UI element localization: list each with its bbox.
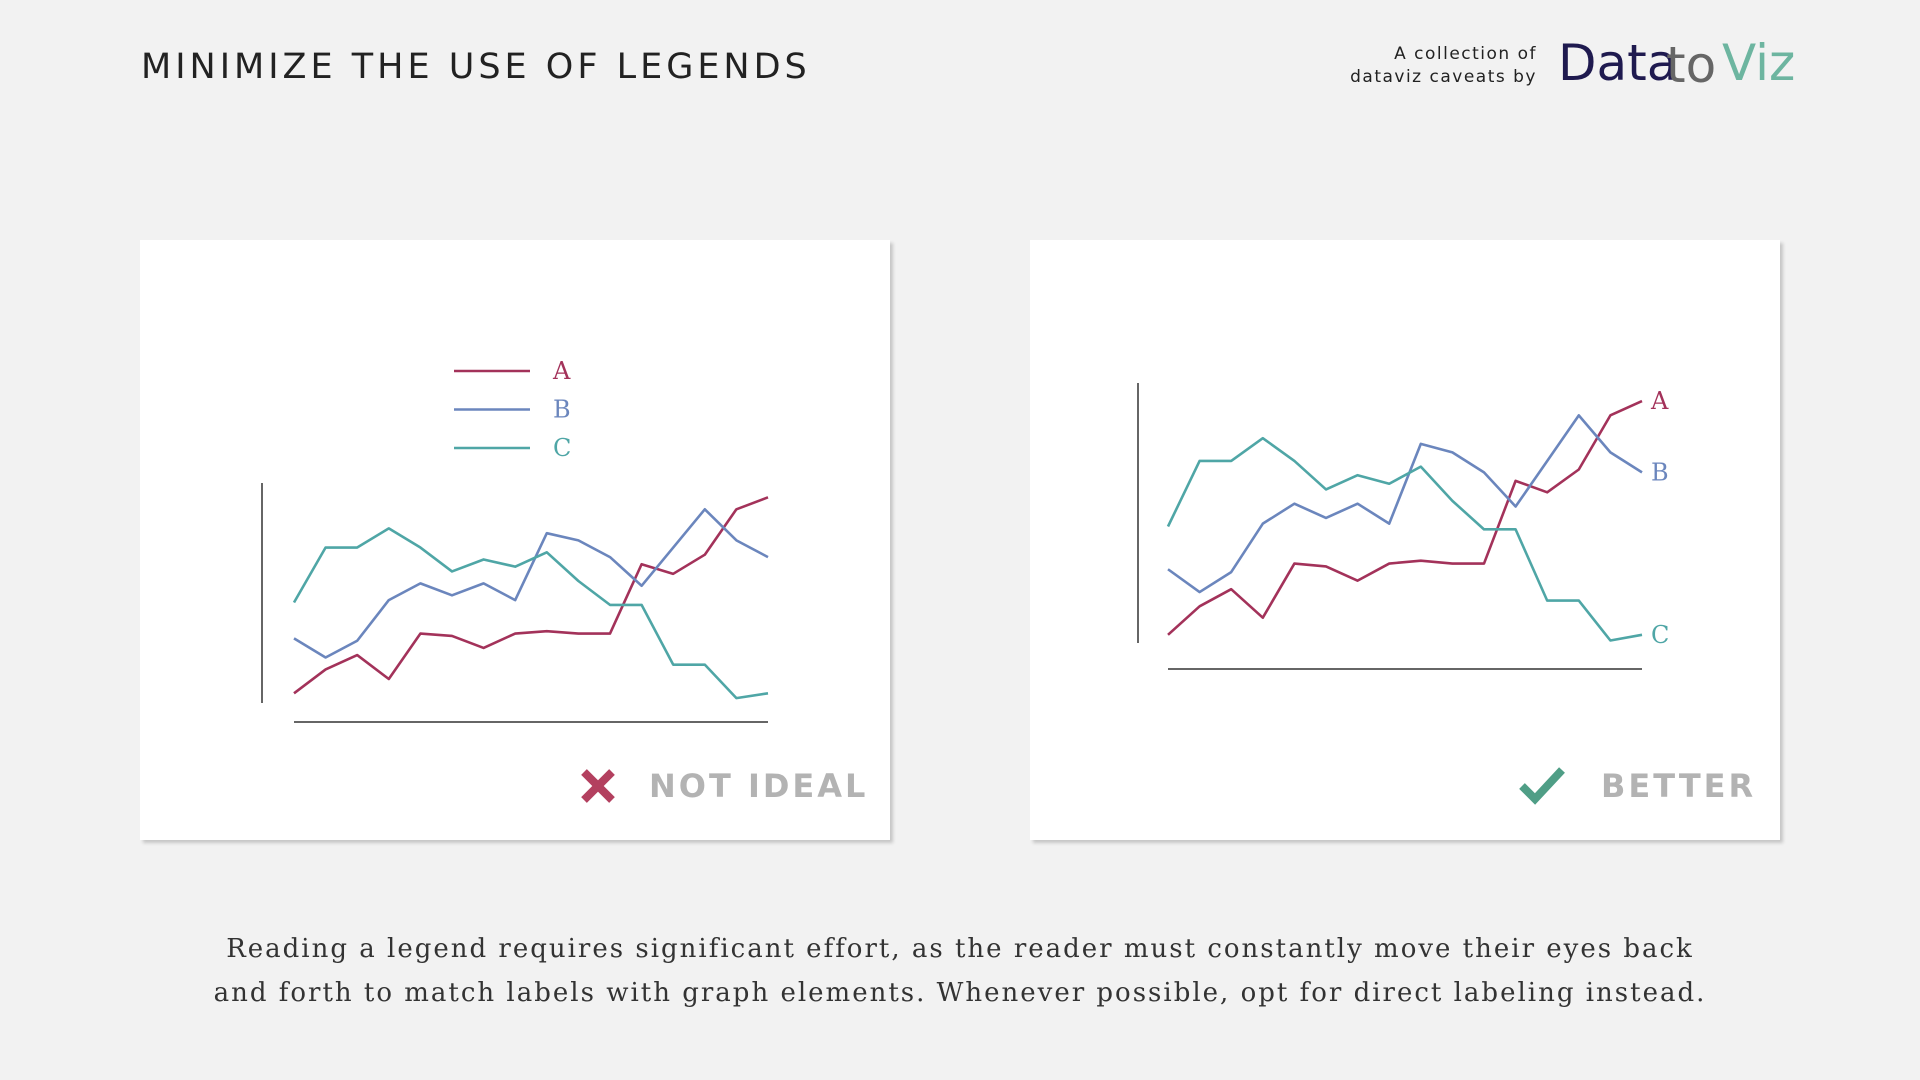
series-line — [1167, 399, 1643, 636]
direct-label: B — [1651, 458, 1669, 486]
logo: to — [1666, 36, 1716, 94]
legend-label: C — [553, 434, 571, 462]
cross-icon — [581, 769, 615, 803]
direct-label: A — [1650, 387, 1669, 415]
series-line — [292, 527, 769, 700]
page-title: MINIMIZE THE USE OF LEGENDS — [141, 47, 811, 87]
series-line — [1166, 436, 1643, 642]
caption: and forth to match labels with graph ele… — [214, 978, 1707, 1008]
logo: Data — [1558, 34, 1677, 92]
panel — [140, 240, 890, 840]
direct-label: C — [1651, 621, 1669, 649]
logo: Viz — [1722, 34, 1795, 92]
legend-label: B — [553, 396, 571, 424]
tagline: A collection of — [1394, 44, 1537, 64]
series-line — [293, 496, 769, 695]
tagline: dataviz caveats by — [1350, 67, 1537, 87]
series-line — [1167, 414, 1643, 594]
verdict: BETTER — [1601, 767, 1756, 805]
verdict: NOT IDEAL — [649, 767, 868, 805]
caption: Reading a legend requires significant ef… — [226, 934, 1694, 964]
legend-label: A — [552, 357, 571, 385]
check-icon — [1519, 767, 1565, 805]
series-line — [293, 507, 769, 659]
panel — [1030, 240, 1780, 840]
